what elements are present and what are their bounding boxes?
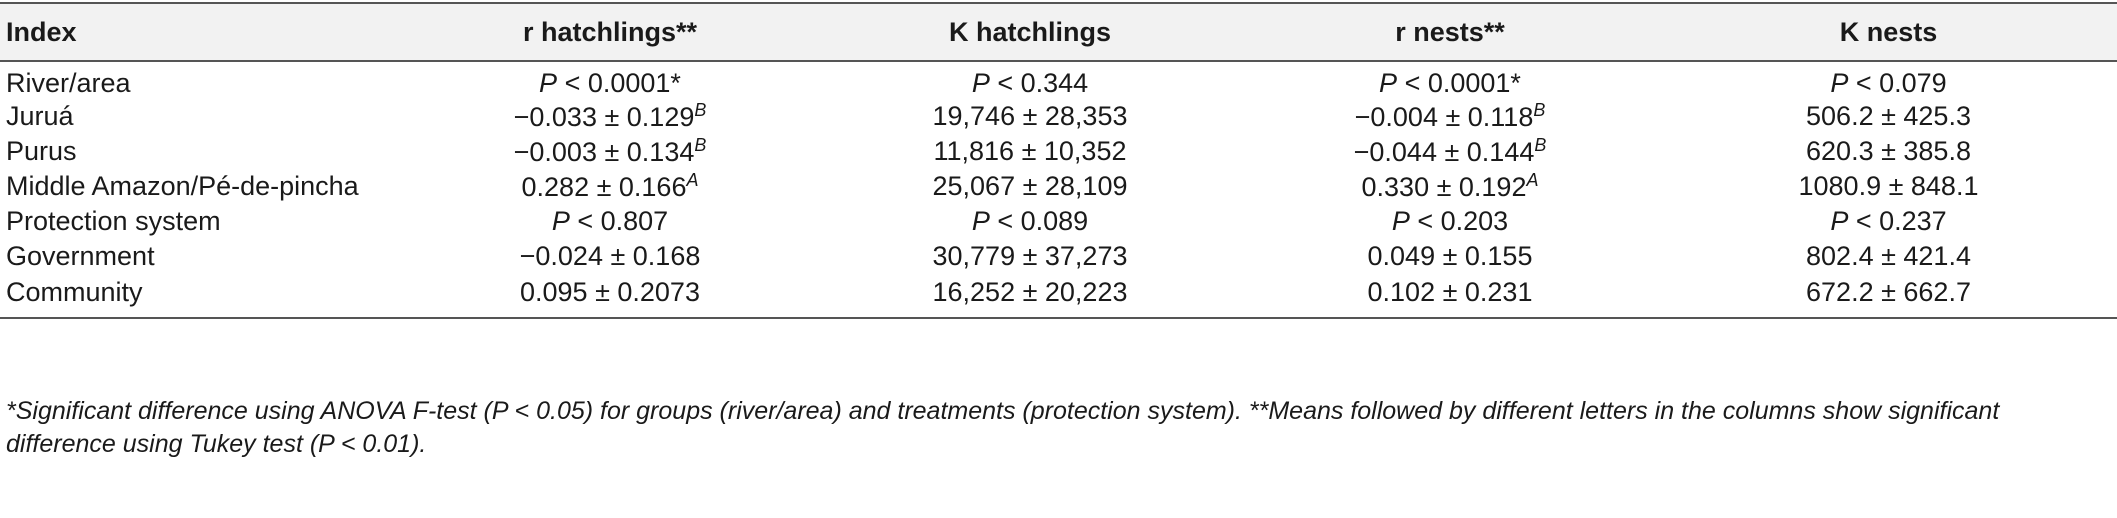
header-k-hatchlings: K hatchlings [820,2,1240,62]
p-symbol: P [1391,206,1410,236]
cell-value: 0.330 ± 0.192 [1361,172,1527,202]
table-body: River/area P < 0.0001* P < 0.344 P < 0.0001… [0,61,2117,319]
cell-value: 506.2 ± 425.3 [1806,101,1971,131]
p-value: < 0.089 [989,206,1089,236]
header-k-nests: K nests [1660,2,2117,62]
cell-value: 19,746 ± 28,353 [932,101,1128,131]
row-label: River/area [6,68,131,98]
tukey-group-letter: A [686,170,699,190]
p-symbol: P [1379,68,1398,98]
table-cell: −0.044 ± 0.144B [1240,134,1660,169]
table-cell: P < 0.089 [820,204,1240,239]
cell-value: 25,067 ± 28,109 [932,171,1128,201]
tukey-group-letter: A [1526,170,1539,190]
p-symbol: P [1830,206,1849,236]
p-symbol: P [551,206,570,236]
table-cell: 506.2 ± 425.3 [1660,99,2117,134]
table-cell: 0.102 ± 0.231 [1240,274,1660,319]
table-row: Juruá −0.033 ± 0.129B 19,746 ± 28,353 −0.00… [0,99,2117,134]
row-label: Protection system [6,206,221,236]
header-r-nests: r nests** [1240,2,1660,62]
cell-value: 0.282 ± 0.166 [521,172,687,202]
cell-value: 1080.9 ± 848.1 [1798,171,1979,201]
cell-value: −0.044 ± 0.144 [1353,137,1535,167]
header-r-hatchlings: r hatchlings** [400,2,820,62]
p-value: < 0.807 [569,206,669,236]
table-cell: 802.4 ± 421.4 [1660,239,2117,274]
tukey-group-letter: B [694,135,707,155]
p-value: < 0.079 [1848,68,1947,98]
row-label: Purus [6,136,77,166]
table-cell: P < 0.079 [1660,61,2117,99]
table-row: River/area P < 0.0001* P < 0.344 P < 0.0001… [0,61,2117,99]
table-cell: P < 0.203 [1240,204,1660,239]
cell-value: 620.3 ± 385.8 [1806,136,1971,166]
cell-value: 0.102 ± 0.231 [1367,277,1533,307]
tukey-group-letter: B [1534,135,1547,155]
tukey-group-letter: B [1533,100,1546,120]
table-cell: 16,252 ± 20,223 [820,274,1240,319]
header-index: Index [0,2,400,62]
p-value: < 0.0001* [557,68,681,98]
table-row: Purus −0.003 ± 0.134B 11,816 ± 10,352 −0.04… [0,134,2117,169]
table-cell: 672.2 ± 662.7 [1660,274,2117,319]
table-row: Community 0.095 ± 0.2073 16,252 ± 20,223 0.… [0,274,2117,319]
cell-value: −0.033 ± 0.129 [513,102,695,132]
p-value: < 0.344 [989,68,1089,98]
table-row: Middle Amazon/Pé-de-pincha 0.282 ± 0.166A… [0,169,2117,204]
row-label: Juruá [6,101,74,131]
cell-value: 11,816 ± 10,352 [933,136,1127,166]
p-symbol: P [1830,68,1849,98]
cell-value: 672.2 ± 662.7 [1806,277,1971,307]
cell-value: 0.049 ± 0.155 [1367,241,1533,271]
table-cell: 1080.9 ± 848.1 [1660,169,2117,204]
results-table: Index r hatchlings** K hatchlings r nest… [0,2,2117,319]
table-cell: P < 0.0001* [400,61,820,99]
table-cell: 19,746 ± 28,353 [820,99,1240,134]
table-cell: 0.095 ± 0.2073 [400,274,820,319]
table-cell: −0.004 ± 0.118B [1240,99,1660,134]
p-value: < 0.237 [1848,206,1947,236]
table-cell: −0.024 ± 0.168 [400,239,820,274]
row-label: Government [6,241,155,271]
table-cell: 30,779 ± 37,273 [820,239,1240,274]
table-cell: 620.3 ± 385.8 [1660,134,2117,169]
table-cell: P < 0.344 [820,61,1240,99]
p-symbol: P [971,206,990,236]
cell-value: −0.024 ± 0.168 [519,241,701,271]
table-cell: 0.330 ± 0.192A [1240,169,1660,204]
cell-value: 30,779 ± 37,273 [932,241,1128,271]
table-row: Protection system P < 0.807 P < 0.089 P < 0… [0,204,2117,239]
cell-value: 802.4 ± 421.4 [1806,241,1971,271]
table-cell: −0.003 ± 0.134B [400,134,820,169]
table-row: Government −0.024 ± 0.168 30,779 ± 37,273 0… [0,239,2117,274]
table-cell: 0.282 ± 0.166A [400,169,820,204]
p-value: < 0.203 [1409,206,1509,236]
p-symbol: P [971,68,990,98]
table-cell: 11,816 ± 10,352 [820,134,1240,169]
table-footnote: *Significant difference using ANOVA F-te… [6,397,2000,458]
row-label: Middle Amazon/Pé-de-pincha [6,171,359,201]
table-cell: P < 0.237 [1660,204,2117,239]
row-label: Community [0,274,400,319]
table-cell: 0.049 ± 0.155 [1240,239,1660,274]
cell-value: 0.095 ± 0.2073 [520,277,700,307]
cell-value: −0.003 ± 0.134 [513,137,695,167]
table-cell: 25,067 ± 28,109 [820,169,1240,204]
p-symbol: P [539,68,558,98]
cell-value: 16,252 ± 20,223 [932,277,1128,307]
tukey-group-letter: B [694,100,707,120]
header-row: Index r hatchlings** K hatchlings r nest… [0,2,2117,62]
cell-value: −0.004 ± 0.118 [1354,102,1534,132]
p-value: < 0.0001* [1397,68,1521,98]
table-cell: P < 0.807 [400,204,820,239]
table-cell: P < 0.0001* [1240,61,1660,99]
table-cell: −0.033 ± 0.129B [400,99,820,134]
